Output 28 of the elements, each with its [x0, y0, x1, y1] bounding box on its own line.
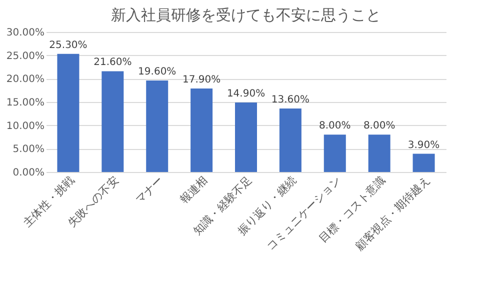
data-label: 25.30% — [49, 40, 88, 51]
y-tick-label: 10.00% — [6, 120, 44, 132]
chart-title: 新入社員研修を受けても不安に思うこと — [111, 6, 381, 24]
bar — [324, 134, 346, 172]
x-tick-label: 報連相 — [178, 174, 210, 206]
y-tick-label: 15.00% — [6, 98, 44, 108]
data-label: 14.90% — [226, 88, 266, 100]
bar — [412, 154, 435, 172]
bar — [279, 108, 302, 172]
data-label: 19.60% — [138, 66, 176, 78]
y-tick-label: 0.00% — [12, 168, 44, 178]
y-tick-label: 5.00% — [12, 144, 44, 156]
y-tick-label: 20.00% — [6, 74, 44, 86]
data-label: 17.90% — [182, 74, 221, 86]
data-label: 3.90% — [408, 140, 440, 151]
bar — [235, 102, 257, 172]
data-label: 8.00% — [319, 120, 351, 132]
y-tick-label: 30.00% — [6, 28, 44, 38]
y-tick-label: 25.00% — [6, 50, 44, 62]
bar — [368, 134, 390, 172]
bar — [190, 88, 213, 172]
x-tick-label: マナー — [133, 174, 166, 206]
data-label: 13.60% — [271, 94, 310, 106]
bar — [146, 80, 168, 172]
bar — [102, 71, 124, 172]
bar — [57, 54, 80, 172]
data-label: 21.60% — [94, 57, 132, 68]
data-label: 8.00% — [363, 120, 396, 132]
